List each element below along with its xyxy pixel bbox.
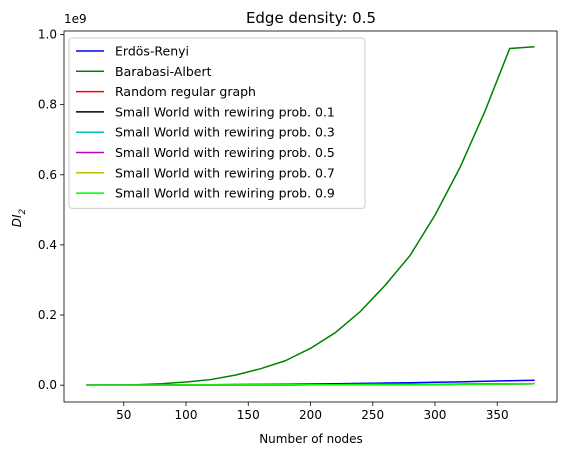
legend-label-4: Small World with rewiring prob. 0.3 — [115, 125, 335, 140]
y-offset-text: 1e9 — [64, 12, 87, 26]
series-line-7 — [86, 383, 535, 386]
y-tick-label-5: 1.0 — [38, 28, 57, 42]
legend-box — [68, 37, 366, 209]
y-tick-label-0: 0.0 — [38, 378, 57, 392]
x-tick-label-4: 250 — [361, 408, 384, 422]
axes: 50 100 150 200 250 300 350 0.0 0.2 0.4 0.6 0.8 1.0 — [38, 28, 558, 422]
legend-label-2: Random regular graph — [115, 84, 256, 99]
y-axis-label-main: DI — [10, 214, 24, 227]
legend: Erdös-Renyi Barabasi-Albert Random regular… — [68, 37, 366, 209]
series-line-1 — [86, 46, 535, 386]
x-tick-label-5: 300 — [424, 408, 447, 422]
legend-label-7: Small World with rewiring prob. 0.9 — [115, 186, 335, 201]
x-tick-label-2: 150 — [237, 408, 260, 422]
y-tick-label-4: 0.8 — [38, 98, 57, 112]
x-tick-label-1: 100 — [175, 408, 198, 422]
y-tick-label-3: 0.6 — [38, 168, 57, 182]
y-axis-label: DI2 — [10, 208, 28, 227]
x-tick-label-6: 350 — [486, 408, 509, 422]
x-axis-label: Number of nodes — [259, 432, 363, 446]
y-tick-label-2: 0.4 — [38, 238, 57, 252]
plot-area — [86, 46, 535, 386]
x-tick-label-3: 200 — [299, 408, 322, 422]
legend-label-3: Small World with rewiring prob. 0.1 — [115, 104, 335, 119]
y-tick-label-1: 0.2 — [38, 308, 57, 322]
chart-title: Edge density: 0.5 — [246, 9, 376, 27]
legend-label-1: Barabasi-Albert — [115, 64, 212, 79]
legend-label-6: Small World with rewiring prob. 0.7 — [115, 165, 335, 180]
y-axis-label-subscript: 2 — [18, 208, 28, 214]
legend-label-5: Small World with rewiring prob. 0.5 — [115, 145, 335, 160]
x-tick-label-0: 50 — [116, 408, 131, 422]
legend-label-0: Erdös-Renyi — [115, 44, 189, 59]
